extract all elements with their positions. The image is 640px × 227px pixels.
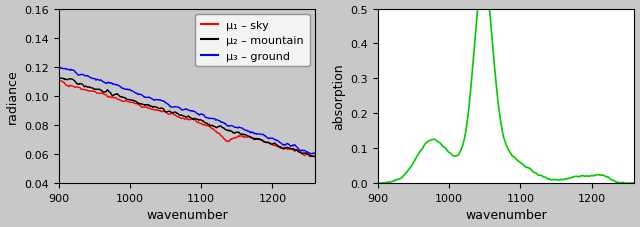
X-axis label: wavenumber: wavenumber xyxy=(465,209,547,222)
Y-axis label: absorption: absorption xyxy=(332,63,345,130)
Y-axis label: radiance: radiance xyxy=(6,69,19,124)
X-axis label: wavenumber: wavenumber xyxy=(146,209,228,222)
Legend: μ₁ – sky, μ₂ – mountain, μ₃ – ground: μ₁ – sky, μ₂ – mountain, μ₃ – ground xyxy=(195,15,310,67)
